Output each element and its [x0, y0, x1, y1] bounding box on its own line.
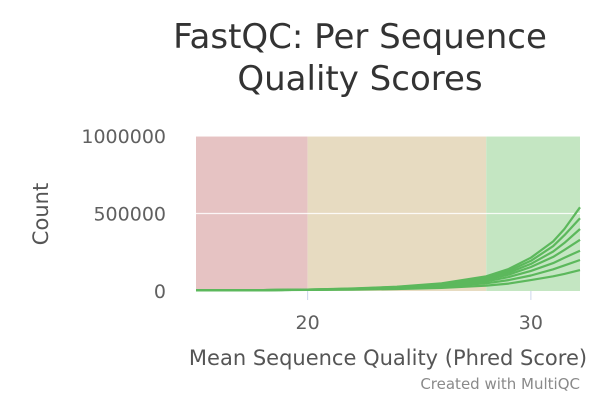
credits-text: Created with MultiQC — [420, 375, 580, 393]
x-tick-label-1: 30 — [519, 312, 543, 334]
x-axis-ticks: 20 30 — [296, 291, 543, 334]
y-tick-label-0: 0 — [154, 281, 166, 303]
x-axis-label: Mean Sequence Quality (Phred Score) — [189, 346, 587, 370]
y-axis-ticks: 0 500000 1000000 — [81, 126, 166, 303]
y-axis-label: Count — [29, 183, 53, 245]
x-tick-label-0: 20 — [296, 312, 320, 334]
chart-title-line-2: Quality Scores — [237, 59, 482, 99]
chart-title-line-1: FastQC: Per Sequence — [173, 17, 547, 57]
grid-lines — [196, 135, 580, 215]
y-tick-label-1: 500000 — [93, 204, 166, 226]
series-line-6 — [195, 206, 581, 292]
y-tick-label-2: 1000000 — [81, 126, 166, 148]
series-lines — [195, 206, 581, 292]
